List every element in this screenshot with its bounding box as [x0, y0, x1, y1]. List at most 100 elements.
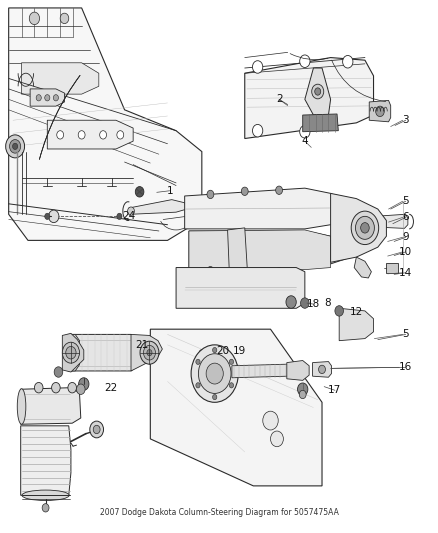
Circle shape — [356, 216, 374, 239]
Polygon shape — [245, 58, 374, 139]
Polygon shape — [189, 230, 331, 270]
Polygon shape — [287, 360, 309, 381]
Polygon shape — [331, 193, 386, 262]
Circle shape — [52, 383, 60, 393]
Text: 1: 1 — [166, 186, 173, 196]
Text: 18: 18 — [307, 299, 320, 309]
Circle shape — [271, 431, 283, 447]
Circle shape — [10, 140, 21, 153]
Circle shape — [147, 350, 152, 356]
Circle shape — [79, 378, 89, 390]
Circle shape — [216, 350, 222, 356]
Text: 10: 10 — [399, 247, 412, 257]
Circle shape — [66, 346, 76, 359]
Circle shape — [117, 213, 122, 220]
Circle shape — [276, 268, 283, 276]
Text: 6: 6 — [403, 212, 409, 222]
Circle shape — [312, 84, 324, 99]
Bar — [385, 263, 399, 273]
Circle shape — [207, 190, 214, 199]
Circle shape — [207, 266, 214, 275]
Text: 21: 21 — [135, 340, 148, 350]
Circle shape — [212, 394, 217, 400]
Circle shape — [49, 210, 59, 223]
Circle shape — [315, 88, 321, 95]
Circle shape — [263, 411, 278, 430]
Polygon shape — [303, 114, 338, 132]
Text: 14: 14 — [399, 268, 412, 278]
Circle shape — [297, 383, 308, 395]
Circle shape — [191, 345, 238, 402]
Polygon shape — [47, 120, 133, 149]
Text: 19: 19 — [233, 346, 246, 356]
Ellipse shape — [22, 490, 69, 500]
Circle shape — [343, 55, 353, 68]
Polygon shape — [68, 334, 79, 371]
Polygon shape — [381, 214, 408, 228]
Circle shape — [300, 125, 310, 138]
Circle shape — [252, 61, 263, 73]
Text: 9: 9 — [403, 232, 409, 243]
Polygon shape — [21, 426, 71, 495]
Text: 5: 5 — [403, 196, 409, 206]
Circle shape — [127, 207, 134, 215]
Circle shape — [135, 187, 144, 197]
Circle shape — [45, 95, 50, 101]
Circle shape — [78, 131, 85, 139]
Circle shape — [77, 384, 85, 394]
Text: 2: 2 — [276, 94, 283, 104]
Polygon shape — [369, 100, 391, 122]
Polygon shape — [129, 200, 187, 214]
Polygon shape — [228, 228, 247, 272]
Polygon shape — [354, 257, 371, 278]
Circle shape — [62, 342, 80, 363]
Circle shape — [276, 186, 283, 195]
Circle shape — [144, 345, 155, 360]
Circle shape — [376, 106, 384, 117]
Circle shape — [335, 306, 343, 316]
Text: 12: 12 — [350, 308, 363, 318]
Circle shape — [229, 383, 233, 388]
Polygon shape — [305, 68, 331, 115]
Text: 20: 20 — [217, 346, 230, 356]
Circle shape — [36, 95, 41, 101]
Circle shape — [35, 383, 43, 393]
Circle shape — [53, 95, 58, 101]
Ellipse shape — [17, 389, 26, 424]
Polygon shape — [313, 361, 332, 377]
Circle shape — [318, 365, 325, 374]
Circle shape — [212, 360, 217, 366]
Circle shape — [117, 131, 124, 139]
Polygon shape — [232, 364, 290, 378]
Circle shape — [29, 12, 39, 25]
Circle shape — [196, 383, 200, 388]
Polygon shape — [71, 334, 141, 371]
Polygon shape — [9, 8, 202, 240]
Polygon shape — [185, 188, 357, 229]
Circle shape — [351, 211, 379, 245]
Polygon shape — [339, 308, 374, 341]
Circle shape — [241, 268, 248, 276]
Circle shape — [241, 187, 248, 196]
Text: 8: 8 — [324, 298, 331, 308]
Circle shape — [57, 131, 64, 139]
Text: 2007 Dodge Dakota Column-Steering Diagram for 5057475AA: 2007 Dodge Dakota Column-Steering Diagra… — [99, 508, 339, 517]
Circle shape — [68, 383, 77, 393]
Circle shape — [199, 350, 205, 356]
Circle shape — [299, 390, 306, 399]
Polygon shape — [21, 63, 99, 94]
Circle shape — [206, 363, 223, 384]
Circle shape — [54, 367, 63, 377]
Circle shape — [212, 348, 217, 353]
Circle shape — [229, 359, 233, 365]
Circle shape — [140, 341, 159, 364]
Circle shape — [13, 143, 18, 149]
Polygon shape — [189, 231, 354, 268]
Text: 3: 3 — [403, 115, 409, 125]
Text: 24: 24 — [122, 212, 135, 221]
Circle shape — [60, 13, 69, 23]
Circle shape — [300, 298, 309, 308]
Circle shape — [100, 131, 106, 139]
Circle shape — [42, 504, 49, 512]
Circle shape — [300, 55, 310, 68]
